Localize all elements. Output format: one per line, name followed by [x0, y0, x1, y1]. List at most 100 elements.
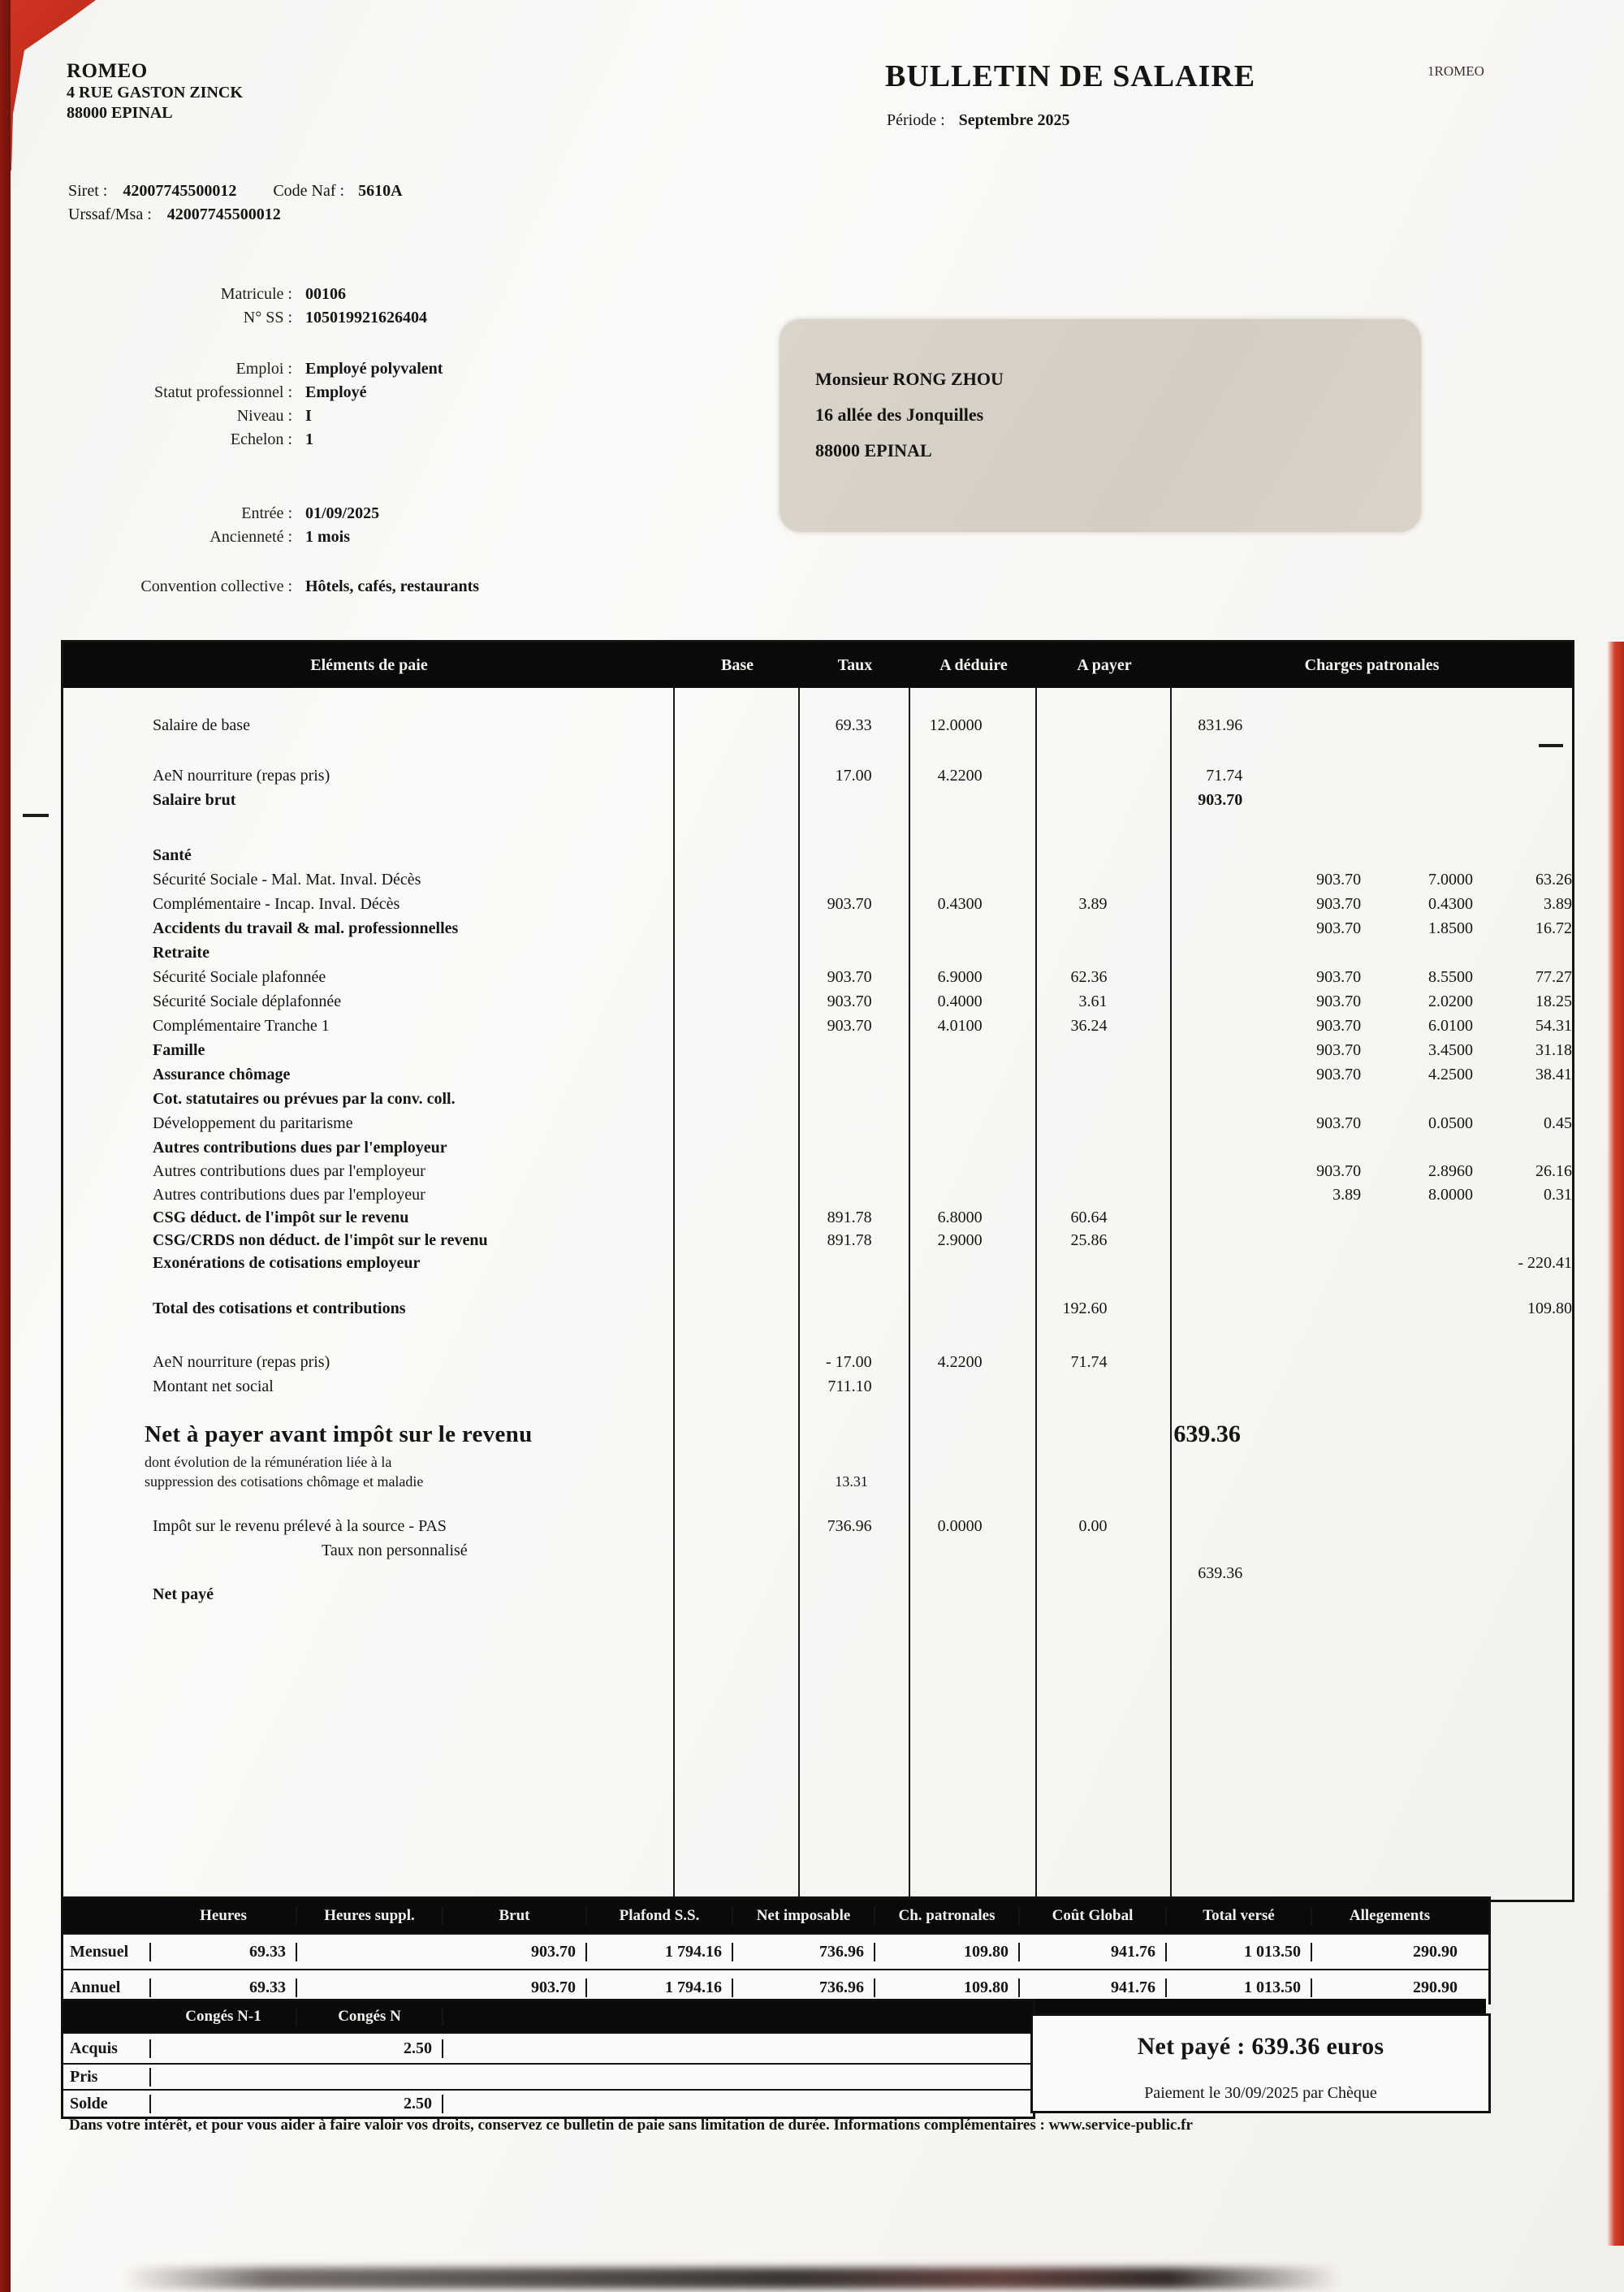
employee-field: Convention collective : Hôtels, cafés, re… — [49, 575, 479, 599]
cell-a-deduire: 3.61 — [1078, 992, 1108, 1010]
summary-cell: 109.80 — [875, 1978, 1020, 1997]
col-header-a-payer: A payer — [1077, 655, 1132, 674]
cell-base: 891.78 — [827, 1231, 872, 1249]
employee-field: Echelon : 1 — [49, 428, 443, 452]
company-name: ROMEO — [67, 60, 148, 82]
cell-cp-taux: 7.0000 — [1427, 871, 1473, 889]
cell-base: - 17.00 — [825, 1353, 872, 1371]
summary-cell: 290.90 — [1413, 1978, 1458, 1996]
row-label: Assurance chômage — [153, 1066, 291, 1083]
pay-table-row: Autres contributions dues par l'employeu… — [63, 1140, 1572, 1163]
column-divider — [1170, 688, 1172, 1900]
field-label: Matricule : — [220, 285, 292, 303]
employee-field: Ancienneté : 1 mois — [49, 525, 379, 549]
field-value: I — [305, 407, 312, 425]
pay-table-body: Salaire de base 69.33 12.0000 831.96 AeN nou… — [63, 688, 1572, 1900]
pay-table-spacer — [63, 1495, 1572, 1518]
period-line: Période : Septembre 2025 — [887, 111, 1070, 130]
field-value: 1 — [305, 430, 313, 448]
cell-a-deduire: 36.24 — [1070, 1017, 1108, 1035]
urssaf-line: Urssaf/Msa : 42007745500012 — [68, 205, 281, 224]
col-header-charges-patronales: Charges patronales — [1304, 655, 1440, 674]
cell-cp-taux: 3.4500 — [1427, 1041, 1473, 1059]
cell-cp-montant: 18.25 — [1535, 992, 1572, 1010]
field-value: 00106 — [305, 285, 346, 303]
cell-taux: 4.0100 — [937, 1017, 983, 1035]
payment-info-text: Paiement le 30/09/2025 par Chèque — [1144, 2083, 1377, 2102]
net-paid-text: Net payé : 639.36 euros — [1137, 2033, 1384, 2060]
field-value: Employé — [305, 383, 367, 401]
pay-table-row: suppression des cotisations chômage et m… — [63, 1474, 1572, 1495]
net-paid-box: Net payé : 639.36 euros — [1030, 2013, 1491, 2080]
row-label: Montant net social — [153, 1377, 274, 1395]
field-label: N° SS : — [243, 309, 292, 327]
row-label: Développement du paritarisme — [153, 1114, 353, 1132]
pay-table-row: Net à payer avant impôt sur le revenu 639… — [63, 1422, 1572, 1455]
summary-col-header: Plafond S.S. — [587, 1907, 733, 1925]
period-value: Septembre 2025 — [958, 111, 1070, 129]
cell-a-deduire: 71.74 — [1070, 1353, 1108, 1371]
employee-field: N° SS : 105019921626404 — [49, 306, 427, 330]
column-divider — [1035, 688, 1037, 1900]
pay-table-row: Autres contributions dues par l'employeu… — [63, 1163, 1572, 1187]
siret-value: 42007745500012 — [123, 182, 237, 200]
summary-col-header: Brut — [443, 1907, 587, 1925]
address-line: 16 allée des Jonquilles — [815, 404, 984, 425]
row-label: Autres contributions dues par l'employeu… — [153, 1162, 425, 1180]
col-header-base: Base — [721, 655, 754, 674]
cell-base: 903.70 — [827, 1017, 872, 1035]
company-address-line2: 88000 EPINAL — [67, 104, 173, 122]
pay-table-spacer — [63, 816, 1572, 847]
cell-taux: 0.4000 — [937, 992, 983, 1010]
row-label: CSG/CRDS non déduct. de l'impôt sur le r… — [153, 1231, 488, 1249]
summary-cell: 1 013.50 — [1167, 1942, 1312, 1961]
conges-row-label: Pris — [63, 2067, 151, 2087]
pay-table-row: Total des cotisations et contributions 19… — [63, 1300, 1572, 1325]
row-label: Retraite — [153, 944, 209, 962]
pay-table-row: Complémentaire - Incap. Inval. Décès 903.… — [63, 896, 1572, 920]
pay-table-row: Montant net social 711.10 — [63, 1378, 1572, 1403]
summary-row: Annuel 69.33 903.70 1 794.16 736.96 109.80 941… — [63, 1969, 1488, 2004]
summary-cell: 941.76 — [1020, 1942, 1167, 1961]
summary-col-header: Heures — [151, 1907, 297, 1925]
cell-base: 903.70 — [827, 992, 872, 1010]
employee-address-lines: Monsieur RONG ZHOU 16 allée des Jonquille… — [780, 319, 1421, 469]
cell-base: 17.00 — [835, 767, 872, 785]
pay-table-row: Accidents du travail & mal. professionne… — [63, 920, 1572, 945]
summary-col-header: Coût Global — [1020, 1907, 1167, 1925]
cell-cp-taux: 8.5500 — [1427, 968, 1473, 986]
col-header-a-deduire: A déduire — [939, 655, 1008, 674]
pay-table-row: Exonérations de cotisations employeur - 2… — [63, 1255, 1572, 1279]
cell-cp-base: 903.70 — [1316, 1017, 1362, 1035]
row-label: suppression des cotisations chômage et m… — [145, 1473, 424, 1490]
address-line: 88000 EPINAL — [815, 440, 932, 461]
cell-cp-base: 903.70 — [1316, 919, 1362, 937]
employee-field: Emploi : Employé polyvalent — [49, 357, 443, 381]
cell-cp-montant: 0.45 — [1543, 1114, 1572, 1132]
photo-red-edge-right — [1607, 642, 1624, 2246]
cell-base: 13.31 — [835, 1473, 868, 1490]
cell-taux: 0.0000 — [937, 1517, 983, 1535]
row-label: Salaire de base — [153, 716, 250, 734]
row-label: Net payé — [153, 1585, 214, 1603]
payment-info-box: Paiement le 30/09/2025 par Chèque — [1030, 2075, 1491, 2113]
pay-table-row: Développement du paritarisme 903.70 0.0500… — [63, 1115, 1572, 1140]
siret-line: Siret : 42007745500012 Code Naf : 5610A — [68, 182, 403, 201]
pay-elements-table: Eléments de paie Base Taux A déduire A p… — [61, 640, 1574, 1902]
summary-cell: 941.76 — [1020, 1978, 1167, 1997]
cell-a-payer: 903.70 — [1198, 791, 1243, 809]
cell-cp-montant: 109.80 — [1527, 1300, 1572, 1317]
cell-cp-taux: 0.0500 — [1427, 1114, 1473, 1132]
field-value: 01/09/2025 — [305, 504, 380, 522]
cell-a-deduire: 0.00 — [1078, 1517, 1108, 1535]
row-label: CSG déduct. de l'impôt sur le revenu — [153, 1209, 409, 1226]
row-label: Taux non personnalisé — [322, 1542, 468, 1559]
pay-table-row: AeN nourriture (repas pris) - 17.00 4.2200… — [63, 1354, 1572, 1378]
employee-address-box: Monsieur RONG ZHOU 16 allée des Jonquille… — [780, 319, 1421, 532]
cell-cp-taux: 2.8960 — [1427, 1162, 1473, 1180]
cell-taux: 6.8000 — [937, 1209, 983, 1226]
cell-taux: 2.9000 — [937, 1231, 983, 1249]
pay-table-row: AeN nourriture (repas pris) 17.00 4.2200 71… — [63, 768, 1572, 792]
column-divider — [798, 688, 800, 1900]
corner-reference: 1ROMEO — [1427, 63, 1484, 79]
